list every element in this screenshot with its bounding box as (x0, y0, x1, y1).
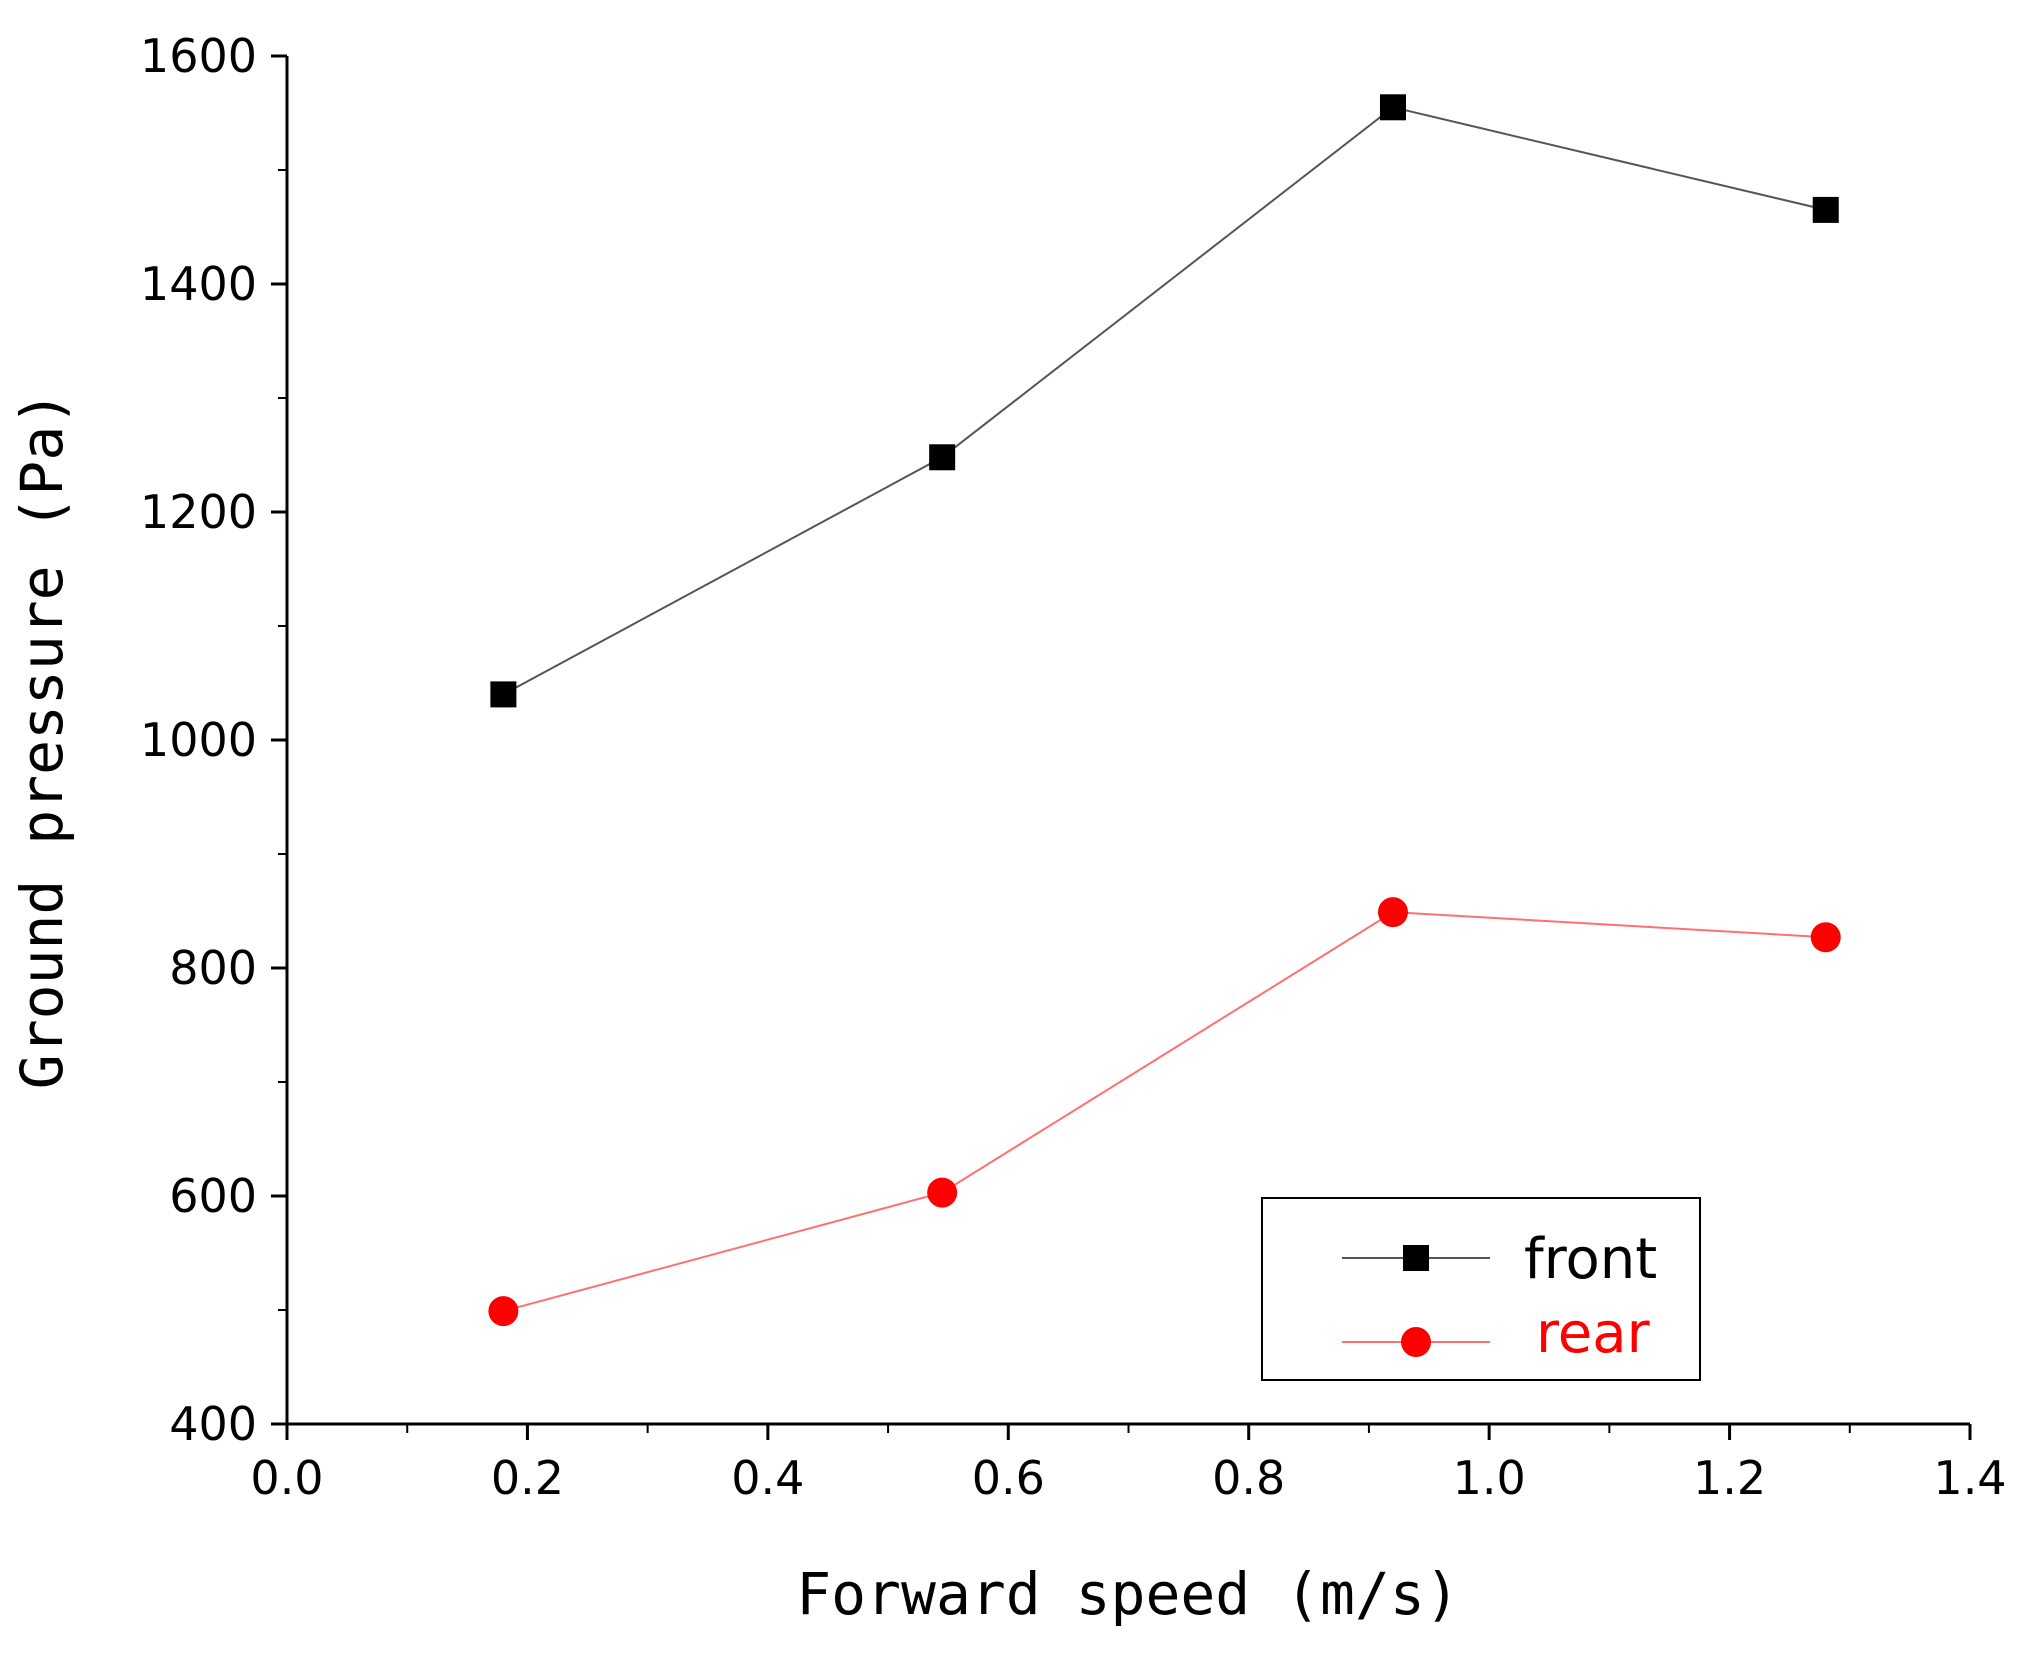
data-point-front (929, 444, 956, 471)
x-tick-label: 1.2 (1693, 1451, 1766, 1505)
y-tick-label: 1000 (140, 713, 257, 767)
legend-front-label: front (1524, 1227, 1657, 1292)
x-tick-label: 0.4 (731, 1451, 804, 1505)
x-tick-label: 1.4 (1933, 1451, 2006, 1505)
x-tick-label: 0.2 (491, 1451, 564, 1505)
x-tick-label: 1.0 (1453, 1451, 1526, 1505)
y-axis-title: Ground pressure (Pa) (8, 391, 76, 1089)
x-axis-title: Forward speed (m/s) (796, 1560, 1459, 1628)
y-tick-label: 1400 (140, 257, 257, 311)
y-tick-label: 800 (169, 941, 257, 995)
data-point-front (1379, 94, 1406, 121)
data-point-front (490, 681, 517, 708)
x-tick-label: 0.0 (250, 1451, 323, 1505)
data-point-rear (927, 1177, 958, 1208)
data-point-rear (1377, 897, 1408, 928)
legend-rear-marker (1401, 1327, 1431, 1357)
x-tick-label: 0.8 (1212, 1451, 1285, 1505)
data-point-rear (1810, 922, 1841, 953)
legend: front rear (1261, 1197, 1701, 1381)
series-line-rear (503, 911, 1826, 1313)
y-tick-label: 1200 (140, 485, 257, 539)
y-tick-label: 600 (169, 1169, 257, 1223)
legend-rear-label: rear (1536, 1301, 1651, 1366)
y-tick-label: 1600 (140, 29, 257, 83)
series-line-front (502, 106, 1826, 696)
data-point-rear (488, 1296, 519, 1327)
legend-front-marker (1403, 1245, 1429, 1271)
x-tick-label: 0.6 (972, 1451, 1045, 1505)
data-point-front (1812, 196, 1839, 223)
y-tick-label: 400 (169, 1397, 257, 1451)
legend-box (1261, 1197, 1701, 1381)
